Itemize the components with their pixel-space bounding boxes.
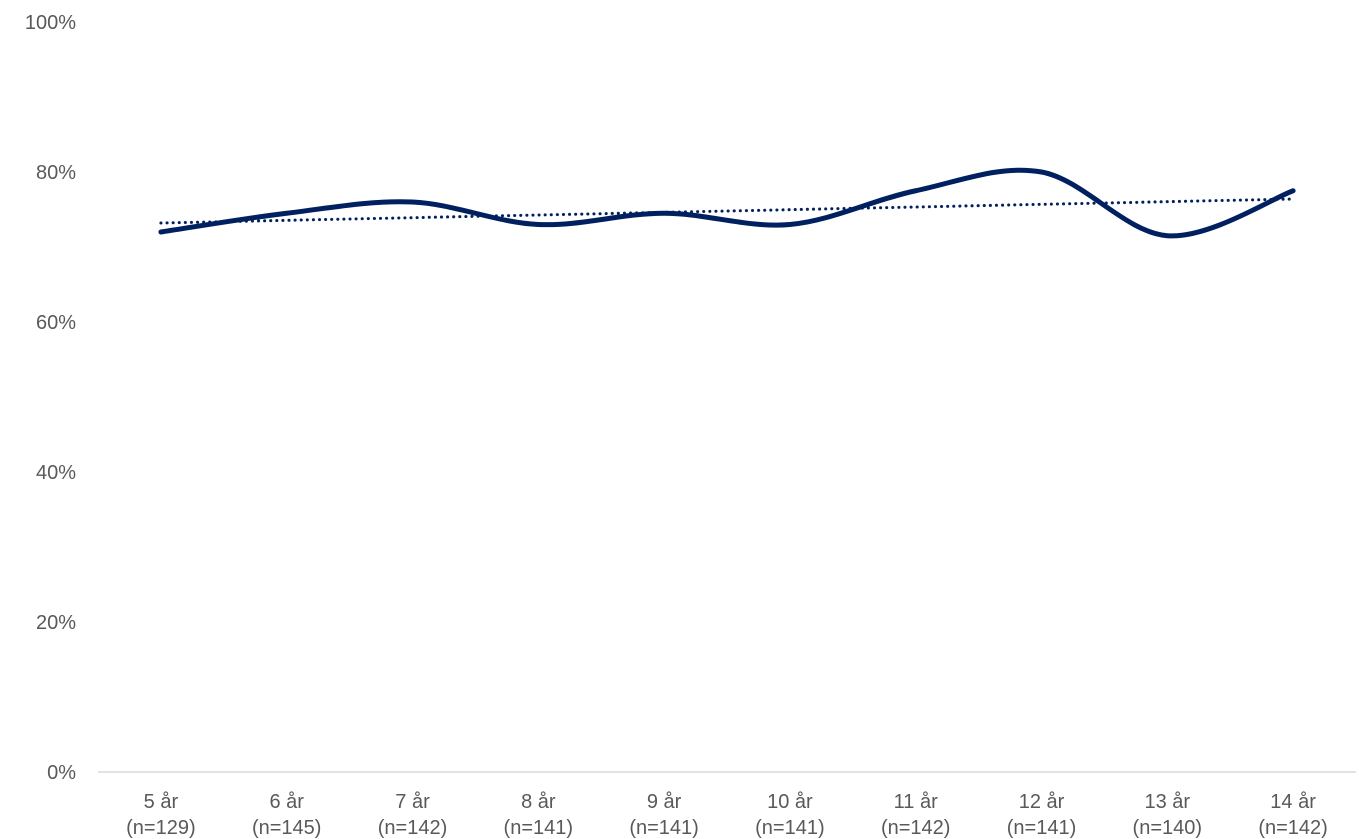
- x-tick-label: 7 år: [395, 791, 430, 813]
- y-tick-label: 80%: [36, 162, 76, 184]
- x-tick-sample-size: (n=145): [252, 817, 322, 839]
- x-tick-sample-size: (n=140): [1133, 817, 1203, 839]
- x-tick-sample-size: (n=142): [881, 817, 951, 839]
- x-tick-sample-size: (n=141): [629, 817, 699, 839]
- x-tick-label: 8 år: [521, 791, 556, 813]
- x-tick-sample-size: (n=142): [378, 817, 448, 839]
- x-tick-label: 5 år: [144, 791, 179, 813]
- x-tick-sample-size: (n=129): [126, 817, 196, 839]
- x-tick-sample-size: (n=141): [755, 817, 825, 839]
- series-line: [158, 167, 1296, 239]
- x-tick-label: 9 år: [647, 791, 682, 813]
- y-tick-label: 0%: [47, 762, 76, 784]
- x-tick-label: 12 år: [1019, 791, 1065, 813]
- x-tick-label: 10 år: [767, 791, 813, 813]
- x-tick-sample-size: (n=141): [1007, 817, 1077, 839]
- y-tick-label: 60%: [36, 312, 76, 334]
- y-tick-label: 40%: [36, 462, 76, 484]
- trendline: [159, 197, 1295, 225]
- series-group: [158, 167, 1296, 239]
- x-tick-label: 13 år: [1145, 791, 1191, 813]
- y-tick-label: 20%: [36, 612, 76, 634]
- x-tick-label: 11 år: [894, 791, 938, 813]
- x-tick-sample-size: (n=142): [1258, 817, 1328, 839]
- x-tick-sample-size: (n=141): [504, 817, 574, 839]
- x-axis-ticks: 5 år (n=129) 6 år (n=145) 7 år (n=142) 8 år (n=…: [126, 791, 1328, 839]
- x-tick-label: 6 år: [269, 791, 304, 813]
- y-axis-ticks: 0% 20% 40% 60% 80% 100%: [25, 12, 76, 784]
- x-tick-label: 14 år: [1270, 791, 1316, 813]
- y-tick-label: 100%: [25, 12, 76, 34]
